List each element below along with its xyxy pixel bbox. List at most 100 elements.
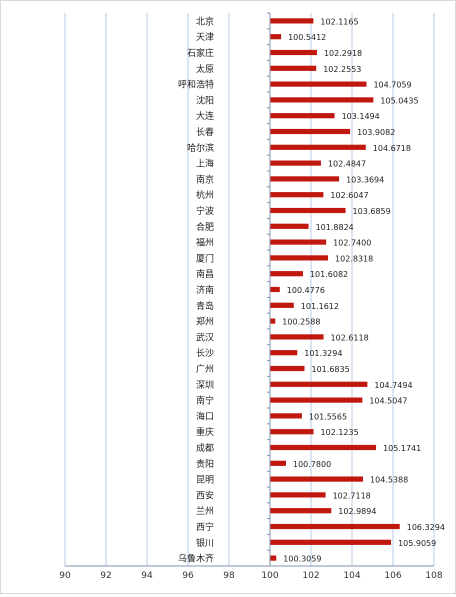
category-label: 深圳 (196, 380, 214, 391)
data-label: 100.2588 (282, 318, 320, 327)
bar (270, 144, 366, 150)
bar (270, 413, 302, 419)
category-label: 厦门 (196, 252, 214, 264)
x-tick-label: 90 (59, 571, 71, 581)
category-label: 北京 (196, 15, 214, 27)
category-label: 宁波 (196, 205, 214, 217)
bar (270, 65, 317, 71)
category-label: 西宁 (196, 521, 214, 533)
bar (270, 286, 280, 293)
data-label: 100.3059 (283, 555, 321, 564)
bar (270, 113, 335, 119)
category-label: 哈尔滨 (187, 142, 214, 154)
data-label: 102.6118 (331, 333, 369, 342)
data-label: 101.1612 (301, 302, 339, 311)
data-label: 106.3294 (407, 523, 445, 532)
bar (270, 223, 309, 229)
axes (65, 12, 434, 567)
bar (270, 555, 277, 561)
bar (270, 49, 317, 56)
category-label: 南昌 (196, 268, 214, 280)
category-label: 郑州 (196, 316, 214, 328)
bar (270, 192, 324, 198)
category-label: 石家庄 (187, 47, 214, 59)
bar (270, 492, 326, 498)
x-tick-label: 96 (182, 571, 194, 581)
bar (270, 444, 377, 451)
bar (270, 128, 351, 135)
category-label: 南京 (196, 173, 214, 185)
category-label: 青岛 (196, 300, 214, 312)
data-label: 103.1494 (342, 112, 380, 121)
category-labels: 北京天津石家庄太原呼和浩特沈阳大连长春哈尔滨上海南京杭州宁波合肥福州厦门南昌济南… (178, 15, 214, 564)
bar (270, 350, 298, 356)
x-tick-label: 108 (425, 571, 442, 581)
category-label: 天津 (196, 32, 214, 43)
data-label: 100.7800 (293, 460, 331, 469)
data-label: 104.7059 (373, 81, 411, 90)
data-label: 101.6082 (310, 270, 348, 279)
bar (270, 476, 364, 482)
bar (270, 318, 276, 324)
data-label: 104.6718 (373, 144, 411, 153)
bar (270, 97, 374, 103)
bar (270, 429, 314, 435)
data-label: 101.6835 (312, 365, 350, 374)
data-label: 102.6047 (330, 191, 368, 200)
data-label: 102.7118 (333, 491, 371, 500)
bar (270, 508, 332, 514)
bar (270, 381, 368, 387)
x-tick-label: 98 (223, 571, 235, 581)
data-label: 101.8824 (316, 223, 354, 232)
data-label: 101.3294 (304, 349, 342, 358)
bar (270, 34, 282, 40)
category-label: 海口 (196, 410, 214, 422)
category-label: 长沙 (196, 347, 214, 359)
bar (270, 334, 324, 340)
data-label: 100.4776 (287, 286, 325, 295)
bar (270, 255, 329, 261)
category-label: 合肥 (196, 221, 214, 233)
bar (270, 302, 294, 308)
data-label: 103.6859 (353, 207, 391, 216)
bar (270, 539, 392, 545)
data-label: 102.1235 (321, 428, 359, 437)
data-label: 100.5412 (288, 33, 326, 42)
category-label: 福州 (196, 237, 214, 249)
category-label: 沈阳 (196, 94, 214, 106)
category-label: 广州 (196, 363, 214, 375)
data-label: 104.5388 (370, 476, 408, 485)
category-label: 贵阳 (196, 458, 214, 470)
value-labels: 102.1165 100.5412 102.2918 102.2553 104.7059… (282, 17, 445, 563)
bar (270, 18, 314, 24)
data-label: 104.5047 (369, 397, 407, 406)
bar (270, 81, 367, 87)
category-label: 西安 (196, 489, 214, 501)
x-tick-label: 92 (100, 571, 111, 581)
data-label: 102.2918 (324, 49, 362, 58)
bar (270, 365, 305, 372)
category-label: 成都 (196, 442, 214, 454)
bars (270, 18, 400, 561)
bar (270, 239, 327, 245)
category-label: 杭州 (196, 189, 214, 201)
x-tick-labels: 90 92 94 96 98 100 102 104 106 108 (59, 571, 443, 581)
data-label: 101.5565 (309, 412, 347, 421)
x-tick-label: 94 (141, 571, 153, 581)
category-label: 太原 (196, 63, 214, 75)
data-label: 105.0435 (380, 96, 418, 105)
data-label: 105.1741 (383, 444, 421, 453)
category-label: 武汉 (196, 331, 214, 343)
category-label: 昆明 (196, 475, 214, 486)
category-label: 兰州 (196, 505, 214, 517)
category-label: 济南 (196, 284, 214, 296)
bar (270, 160, 321, 166)
data-label: 102.9894 (338, 507, 376, 516)
x-tick-label: 102 (302, 571, 319, 581)
category-label: 南宁 (196, 395, 214, 407)
bar (270, 523, 400, 530)
data-label: 103.3694 (346, 175, 384, 184)
bar (270, 176, 340, 182)
